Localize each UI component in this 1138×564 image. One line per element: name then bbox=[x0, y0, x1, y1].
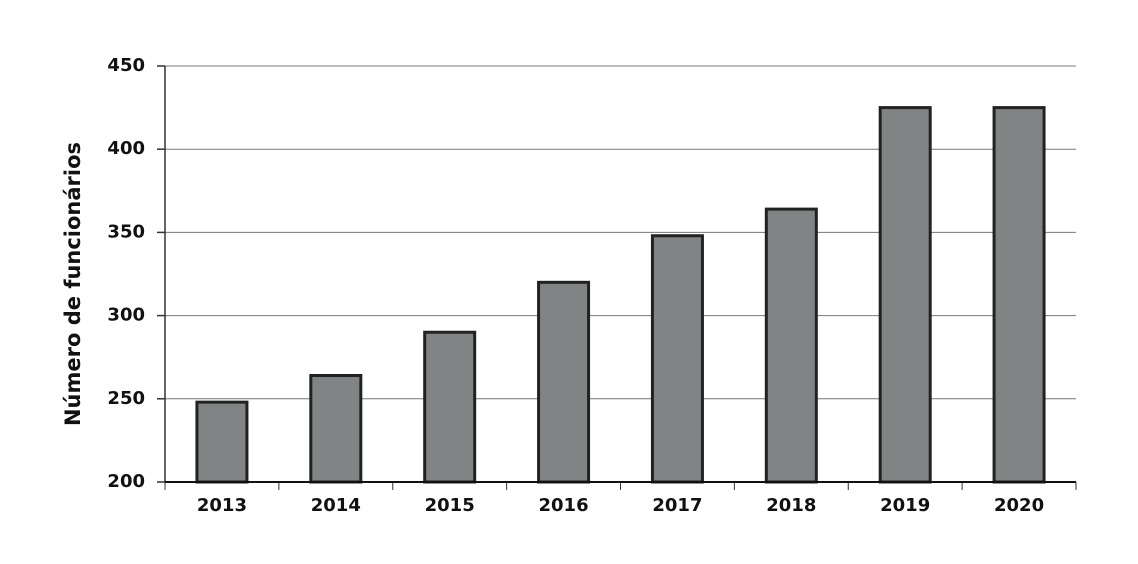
bar bbox=[992, 106, 1046, 484]
x-tick-label: 2016 bbox=[539, 495, 589, 516]
x-tick-label: 2014 bbox=[311, 495, 361, 516]
x-tick-label: 2020 bbox=[994, 495, 1044, 516]
y-tick-label: 250 bbox=[107, 388, 145, 409]
bar bbox=[309, 374, 363, 484]
x-tick-label: 2015 bbox=[425, 495, 475, 516]
y-tick-label: 400 bbox=[107, 138, 145, 159]
bar bbox=[195, 400, 249, 484]
x-tick-label: 2018 bbox=[766, 495, 816, 516]
y-tick-label: 200 bbox=[107, 471, 145, 492]
bar bbox=[650, 234, 704, 484]
bar bbox=[537, 280, 591, 484]
y-tick-label: 300 bbox=[107, 305, 145, 326]
bar bbox=[764, 207, 818, 484]
x-tick-label: 2017 bbox=[652, 495, 702, 516]
bar bbox=[423, 330, 477, 484]
y-tick-label: 350 bbox=[107, 221, 145, 242]
bar bbox=[878, 106, 932, 484]
x-tick-label: 2013 bbox=[197, 495, 247, 516]
y-tick-label: 450 bbox=[107, 55, 145, 76]
y-axis-label: Número de funcionários bbox=[61, 142, 85, 426]
x-tick-label: 2019 bbox=[880, 495, 930, 516]
